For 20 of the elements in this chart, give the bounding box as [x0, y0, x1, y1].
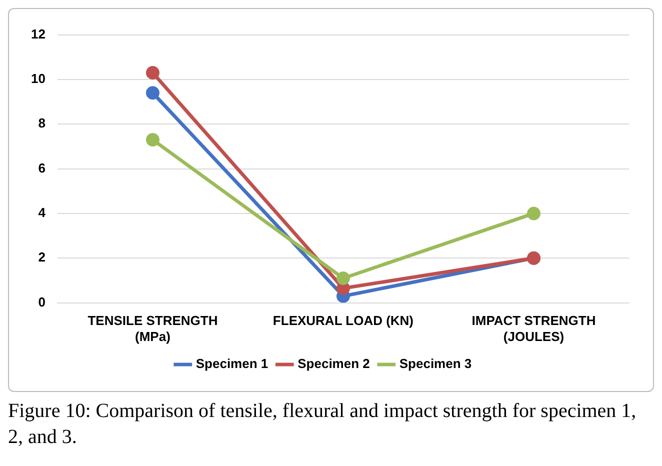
point — [146, 86, 160, 100]
y-tick-label: 6 — [38, 160, 46, 176]
y-tick-label: 2 — [38, 250, 46, 265]
point — [146, 133, 160, 147]
legend-label: Specimen 1 — [196, 356, 268, 372]
y-tick-label: 10 — [30, 71, 46, 86]
point — [336, 271, 350, 285]
point — [336, 282, 350, 296]
point — [146, 66, 160, 80]
y-tick-label: 8 — [38, 116, 46, 131]
x-tick-label: TENSILE STRENGTH (MPa) — [88, 313, 218, 344]
legend-label: Specimen 3 — [399, 356, 472, 372]
y-tick-label: 12 — [30, 26, 46, 42]
legend-label: Specimen 2 — [298, 356, 370, 372]
x-tick-label: FLEXURAL LOAD (KN) — [272, 313, 414, 328]
y-tick-label: 4 — [38, 205, 46, 220]
point — [526, 206, 540, 220]
y-tick-label: 0 — [38, 294, 46, 310]
x-tick-label: IMPACT STRENGTH (JOULES) — [472, 313, 596, 344]
caption: Figure 10: Comparison of tensile, flexural and impact strength for specimen 1, 2, and 3. — [8, 399, 638, 450]
